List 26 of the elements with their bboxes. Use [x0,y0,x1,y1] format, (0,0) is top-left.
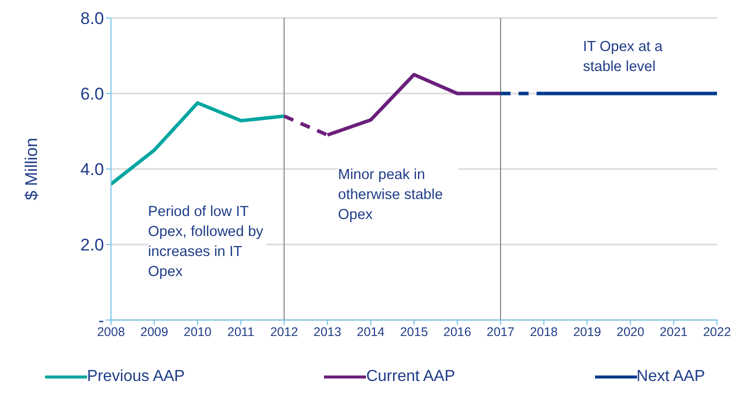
x-tick-label: 2010 [184,324,212,339]
y-tick-label: 2.0 [80,236,104,255]
x-tick-label: 2009 [140,324,168,339]
annotation: Period of low IT Opex, followed by increases in IT Opex [148,202,266,282]
annotation: IT Opex at a stable level [583,37,693,77]
x-tick-label: 2021 [660,324,688,339]
x-tick-label: 2014 [356,324,385,339]
x-tick-label: 2017 [486,324,515,339]
line-series [111,101,286,186]
annotation: Minor peak in otherwise stable Opex [338,165,458,225]
legend-label: Next AAP [636,368,705,386]
x-tick-label: 2011 [227,324,254,339]
x-tick-label: 2019 [573,324,602,339]
x-tick-label: 2015 [400,324,428,339]
y-tick-label: 4.0 [80,160,104,180]
x-tick-label: 2012 [270,324,298,339]
legend-label: Current AAP [366,368,456,386]
x-tick-label: 2022 [703,324,731,339]
x-tick-label: 2016 [443,324,472,339]
y-tick-label: 8.0 [80,9,104,28]
y-tick-label: 6.0 [80,84,104,104]
legend-label: Previous AAP [87,368,185,386]
y-axis-title: $ Million [22,138,42,200]
x-tick-label: 2020 [616,324,644,339]
x-tick-label: 2018 [530,324,558,339]
x-tick-label: 2013 [314,324,342,339]
